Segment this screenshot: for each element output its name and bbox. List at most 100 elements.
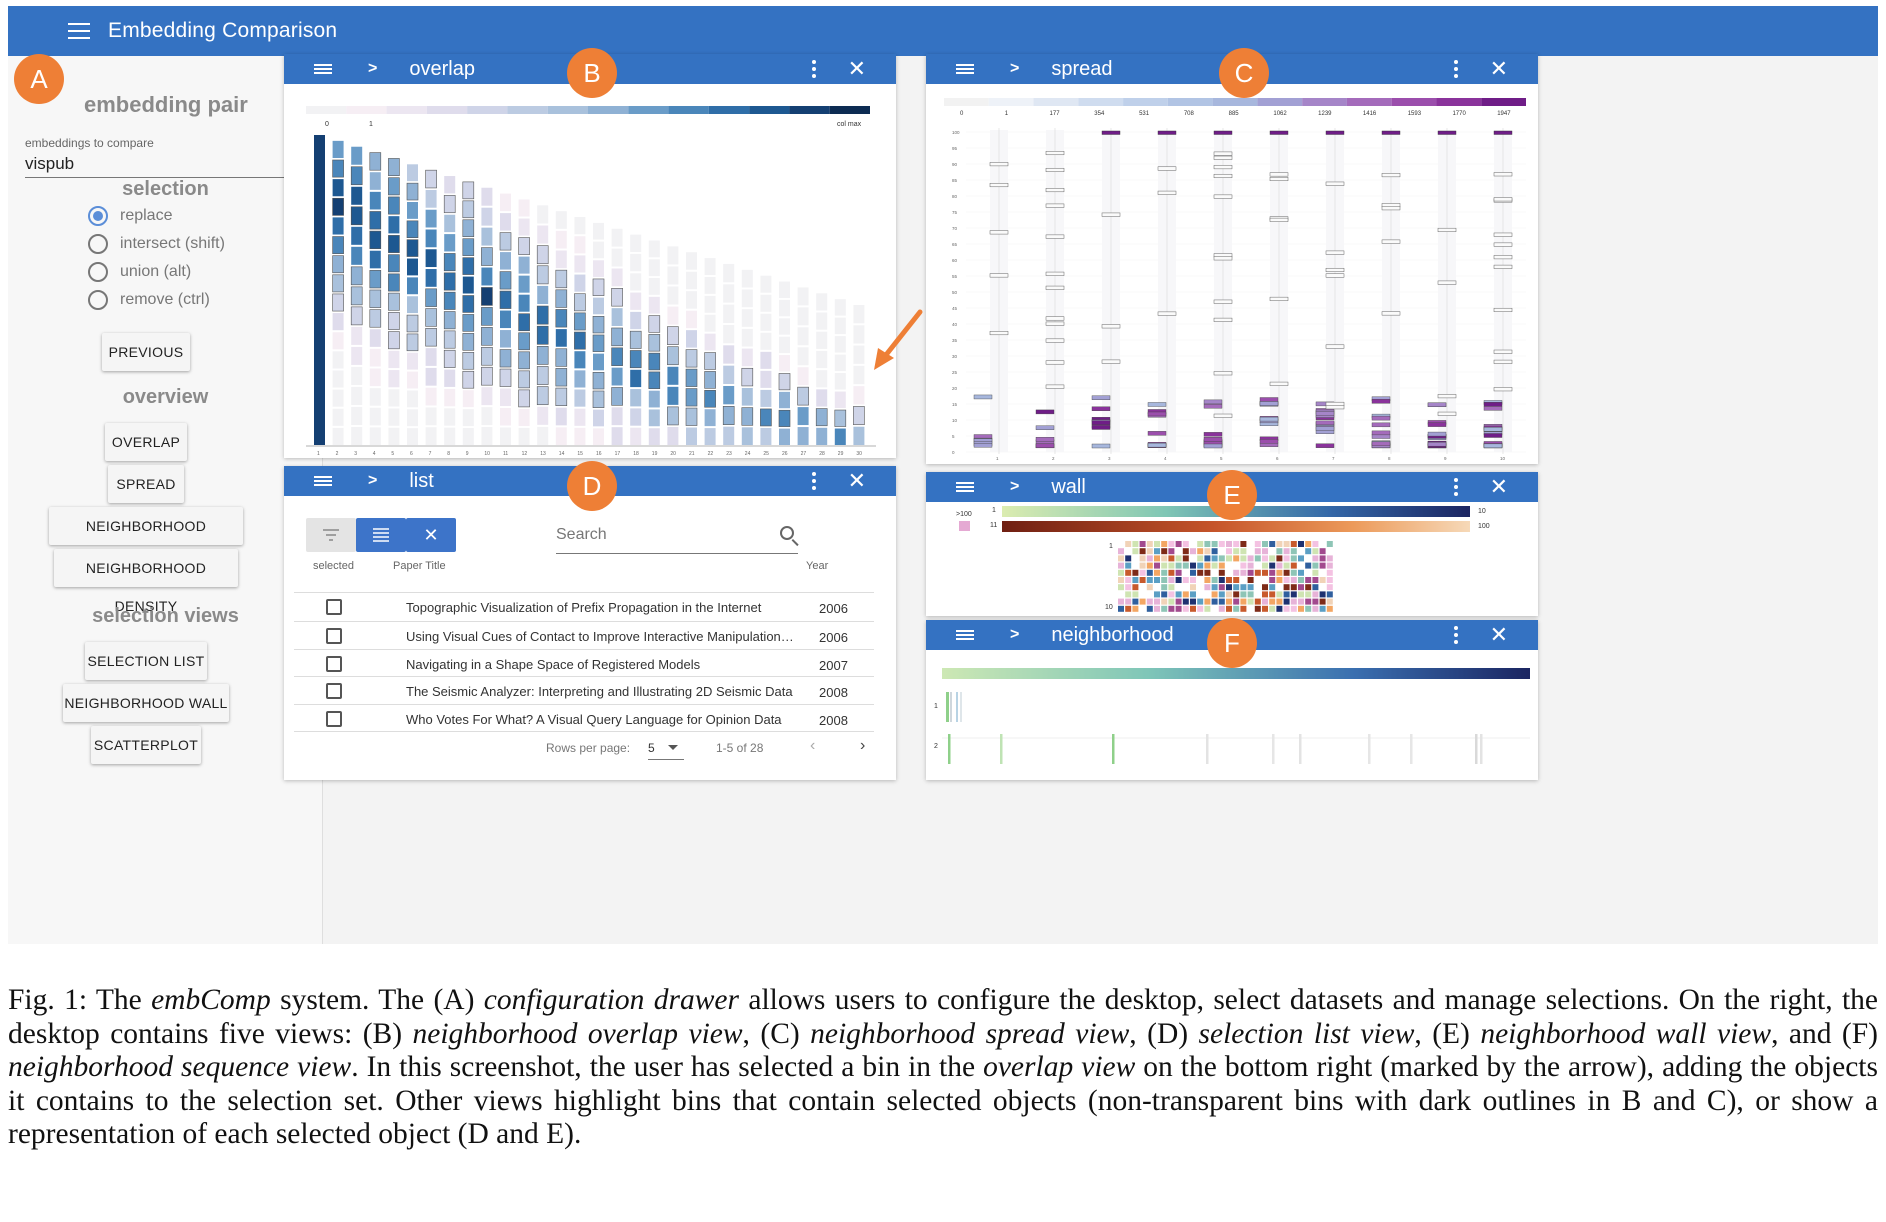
neighborhood-wall-button[interactable]: NEIGHBORHOOD WALL xyxy=(63,684,229,722)
radio-remove[interactable]: remove (ctrl) xyxy=(88,290,210,310)
clear-selection-button[interactable]: ✕ xyxy=(406,518,456,552)
overlap-button[interactable]: OVERLAP xyxy=(105,423,187,461)
row-checkbox[interactable] xyxy=(326,599,342,615)
menu-icon[interactable] xyxy=(956,482,974,492)
row-checkbox[interactable] xyxy=(326,711,342,727)
overlap-bin xyxy=(797,287,809,306)
wall-cell xyxy=(1226,598,1232,605)
close-icon[interactable]: ✕ xyxy=(1489,474,1508,499)
close-icon[interactable]: ✕ xyxy=(847,56,866,81)
previous-button[interactable]: PREVIOUS xyxy=(102,333,190,371)
close-icon[interactable]: ✕ xyxy=(847,468,866,493)
more-vert-icon[interactable] xyxy=(812,472,816,490)
spread-bin xyxy=(1035,443,1055,449)
radio-intersect[interactable]: intersect (shift) xyxy=(88,234,225,254)
scatterplot-button[interactable]: SCATTERPLOT xyxy=(91,726,201,764)
table-row[interactable]: Topographic Visualization of Prefix Prop… xyxy=(294,592,874,620)
neighborhood-distance-button[interactable]: NEIGHBORHOOD DISTANCE xyxy=(49,507,243,572)
menu-icon[interactable] xyxy=(68,23,90,39)
overlap-bin xyxy=(369,191,381,210)
menu-icon[interactable] xyxy=(956,64,974,74)
overlap-bin xyxy=(314,135,325,445)
caret-down-icon xyxy=(668,745,678,750)
spread-y-tick: 50 xyxy=(952,290,958,295)
chevron-right-icon[interactable]: > xyxy=(368,60,378,77)
neighborhood-title: neighborhood xyxy=(1051,623,1174,646)
overlap-bin xyxy=(667,366,679,385)
spread-chart[interactable]: 0 1 177 354 531 708 885 1062 1239 1416 1593 1770 194… xyxy=(926,84,1538,464)
chevron-left-icon[interactable]: ‹ xyxy=(810,737,816,754)
close-icon[interactable]: ✕ xyxy=(1489,56,1508,81)
embeddings-select-value: vispub xyxy=(25,154,75,173)
spread-scale-label: 1239 xyxy=(1318,111,1332,117)
chevron-right-icon[interactable]: › xyxy=(860,737,866,754)
more-vert-icon[interactable] xyxy=(1454,478,1458,496)
neighborhood-density-button[interactable]: NEIGHBORHOOD DENSITY xyxy=(54,549,238,614)
table-row[interactable]: The Seismic Analyzer: Interpreting and I… xyxy=(294,676,874,704)
overlap-bin xyxy=(834,428,846,445)
column-header-title[interactable]: Paper Title xyxy=(393,560,446,572)
chevron-right-icon[interactable]: > xyxy=(1010,478,1020,495)
overlap-bin xyxy=(741,269,753,288)
wall-cell xyxy=(1254,605,1261,612)
row-checkbox[interactable] xyxy=(326,628,342,644)
table-row[interactable]: Who Votes For What? A Visual Query Langu… xyxy=(294,704,874,732)
search-input[interactable]: Search xyxy=(556,518,798,554)
wall-chart[interactable]: >100 1 10 11 100 1 10 xyxy=(926,502,1538,616)
spread-bin xyxy=(1045,321,1065,326)
caption-italic: neighborhood sequence view xyxy=(8,1051,352,1083)
overlap-bin xyxy=(592,334,605,352)
spread-bin xyxy=(1045,151,1065,156)
overlap-bin xyxy=(704,409,716,427)
spread-bin xyxy=(1091,420,1111,425)
overlap-bin xyxy=(611,407,623,426)
chevron-right-icon[interactable]: > xyxy=(1010,60,1020,77)
spread-y-tick: 20 xyxy=(952,386,958,391)
overlap-bin xyxy=(481,287,493,306)
wall-cell xyxy=(1276,548,1283,555)
table-row[interactable]: Using Visual Cues of Contact to Improve … xyxy=(294,621,874,649)
spread-scale-cell xyxy=(1167,98,1213,106)
overlap-bin xyxy=(853,406,865,426)
neighborhood-chart[interactable]: 1 2 xyxy=(926,650,1538,780)
row-checkbox[interactable] xyxy=(326,683,342,699)
spread-button[interactable]: SPREAD xyxy=(108,465,184,503)
chevron-right-icon[interactable]: > xyxy=(1010,626,1020,643)
wall-cell xyxy=(1262,591,1268,598)
list-view-button[interactable] xyxy=(356,518,406,552)
menu-icon[interactable] xyxy=(314,476,332,486)
filter-button[interactable] xyxy=(306,518,356,552)
caption-text: . In this screenshot, the user has selec… xyxy=(351,1051,984,1083)
overlap-bin xyxy=(407,352,418,370)
embeddings-select[interactable]: embeddings to compare vispub xyxy=(25,136,307,178)
overlap-bin xyxy=(630,253,642,272)
menu-icon[interactable] xyxy=(956,630,974,640)
search-icon[interactable] xyxy=(780,526,794,540)
wall-cell xyxy=(1254,577,1261,583)
table-row[interactable]: Navigating in a Shape Space of Registere… xyxy=(294,649,874,677)
wall-cell xyxy=(1204,577,1211,583)
row-checkbox[interactable] xyxy=(326,656,342,672)
wall-cell xyxy=(1132,548,1139,555)
column-header-selected[interactable]: selected xyxy=(313,560,354,572)
spread-bin xyxy=(1213,165,1233,170)
caption-text: allows users to configure the desktop, s… xyxy=(8,984,1878,1050)
close-icon[interactable]: ✕ xyxy=(1489,622,1508,647)
column-header-year[interactable]: Year xyxy=(806,560,829,572)
more-vert-icon[interactable] xyxy=(1454,626,1458,644)
menu-icon[interactable] xyxy=(314,64,332,74)
wall-cell xyxy=(1139,555,1146,562)
overlap-bin xyxy=(686,330,697,348)
overlap-chart[interactable]: 0 1 col max 1 2 3 4 5 6 7 8 9 10 11 12 13 14 15 16 17 18 1… xyxy=(284,84,896,458)
wall-cell xyxy=(1182,605,1189,612)
rows-per-page-select[interactable]: 5 xyxy=(648,741,684,760)
selection-list-button[interactable]: SELECTION LIST xyxy=(85,642,207,680)
radio-replace[interactable]: replace xyxy=(88,206,172,226)
radio-union[interactable]: union (alt) xyxy=(88,262,191,282)
overlap-bin xyxy=(834,373,846,390)
spread-bin xyxy=(1437,411,1457,416)
chevron-right-icon[interactable]: > xyxy=(368,472,378,489)
more-vert-icon[interactable] xyxy=(812,60,816,78)
wall-cell xyxy=(1254,569,1261,576)
more-vert-icon[interactable] xyxy=(1454,60,1458,78)
